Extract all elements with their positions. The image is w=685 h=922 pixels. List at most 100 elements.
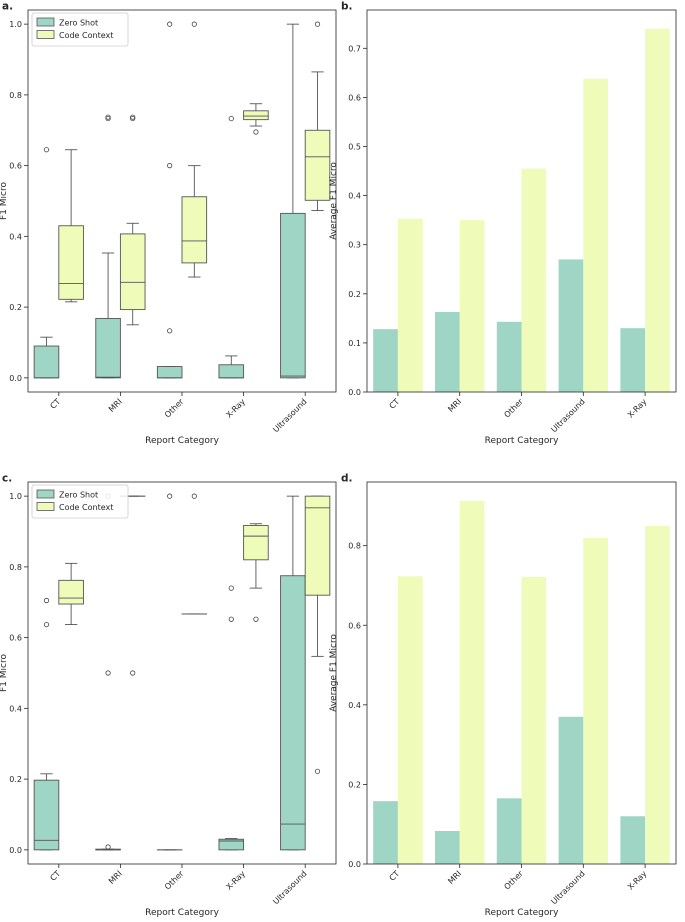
zero-shot-box: [95, 114, 121, 379]
y-tick-label: 0.1: [348, 339, 361, 348]
zero-shot-iqr: [33, 779, 60, 851]
y-axis-label: Average F1 Micro: [329, 162, 339, 240]
x-tick-label: X-Ray: [626, 869, 649, 892]
outlier-point: [253, 616, 259, 622]
code-context-bar: [459, 500, 485, 864]
zero-shot-bar: [496, 321, 522, 392]
y-tick-label: 0.2: [348, 290, 361, 299]
outlier-point: [228, 616, 234, 622]
outlier-point: [167, 163, 173, 169]
y-tick-label: 1.0: [9, 492, 22, 501]
code-context-box: [243, 103, 269, 135]
outlier-point: [130, 114, 136, 120]
code-context-iqr: [243, 525, 269, 561]
axes-frame: [366, 481, 677, 865]
panel-a: a. 0.0 0.2 0.4 0.6 0.8 1.0 CT MRI Other X-Ray Ultra…: [0, 1, 337, 446]
code-context-iqr: [119, 233, 146, 311]
y-tick-label: 0.4: [9, 232, 22, 241]
code-context-box: [304, 495, 331, 774]
code-context-swatch: [36, 30, 55, 39]
y-tick-label: 0.5: [348, 142, 361, 151]
x-tick-label: Other: [163, 397, 186, 420]
legend: Zero Shot Code Context: [31, 484, 129, 519]
y-tick-label: 0.6: [9, 162, 22, 171]
panel-label: b.: [341, 1, 353, 13]
code-context-box: [58, 149, 84, 303]
y-axis-label: F1 Micro: [0, 654, 9, 692]
x-tick-label: MRI: [446, 397, 463, 414]
zero-shot-box: [156, 21, 183, 379]
outlier-point: [105, 844, 111, 850]
outlier-point: [43, 597, 50, 604]
code-context-iqr: [58, 225, 84, 300]
zero-shot-bar: [434, 830, 460, 864]
code-context-bar: [583, 537, 609, 864]
x-tick-label: CT: [48, 397, 62, 411]
zero-shot-bar: [558, 716, 584, 864]
x-tick-label: Ultrasound: [271, 869, 308, 906]
code-context-iqr: [181, 196, 208, 264]
zero-shot-bar: [620, 816, 646, 864]
code-context-box: [181, 493, 208, 615]
zero-shot-box: [33, 597, 60, 851]
y-tick-label: 0.6: [348, 93, 361, 102]
zero-shot-box: [218, 585, 245, 851]
y-tick-label: 0.8: [9, 563, 22, 572]
zero-shot-bar: [496, 798, 522, 864]
x-tick-label: Ultrasound: [549, 397, 586, 434]
x-tick-label: Other: [163, 869, 186, 892]
code-context-swatch: [36, 502, 55, 511]
x-tick-label: CT: [388, 397, 402, 411]
code-context-iqr: [243, 110, 269, 121]
zero-shot-bar: [373, 329, 398, 392]
code-context-iqr: [304, 129, 331, 201]
axes-frame: [366, 9, 677, 393]
panel-label: a.: [2, 1, 13, 13]
y-tick-label: 1.0: [9, 20, 22, 29]
outlier-point: [314, 21, 321, 27]
code-context-bar: [459, 220, 485, 392]
panel-c: c. 0.0 0.2 0.4 0.6 0.8 1.0 CT MRI Other X-Ray Ultra…: [0, 473, 337, 918]
y-tick-label: 0.2: [348, 780, 361, 789]
x-tick-label: X-Ray: [626, 397, 649, 420]
outlier-point: [43, 621, 50, 628]
zero-shot-box: [280, 23, 306, 379]
y-tick-label: 0.4: [9, 704, 22, 713]
code-context-iqr: [304, 495, 331, 596]
y-tick-label: 0.0: [348, 860, 361, 869]
legend-frame: [31, 12, 129, 47]
outlier-point: [191, 493, 197, 499]
code-context-box: [304, 21, 331, 212]
x-tick-label: CT: [388, 869, 402, 883]
panel-b: b. 0.0 0.1 0.2 0.3 0.4 0.5 0.6 0.7 CT MRI Other Ultr…: [329, 1, 677, 446]
y-axis-label: F1 Micro: [0, 182, 9, 220]
legend-label: Code Context: [59, 31, 113, 40]
zero-shot-iqr: [218, 838, 245, 851]
outlier-point: [167, 21, 173, 27]
code-context-bar: [397, 218, 423, 392]
code-context-iqr: [58, 579, 84, 605]
panel-d: d. 0.0 0.2 0.4 0.6 0.8 CT MRI Other Ultrasound X-R…: [329, 473, 677, 918]
zero-shot-iqr: [95, 317, 121, 379]
x-tick-label: Ultrasound: [549, 869, 586, 906]
x-axis-label: Report Category: [145, 436, 219, 446]
x-axis-label: Report Category: [485, 908, 559, 918]
y-tick-label: 0.8: [9, 91, 22, 100]
y-tick-label: 0.2: [9, 775, 22, 784]
x-tick-label: X-Ray: [224, 397, 247, 420]
y-tick-label: 0.2: [9, 303, 22, 312]
outlier-point: [43, 147, 50, 153]
y-tick-label: 0.4: [348, 192, 361, 201]
code-context-bar: [583, 78, 609, 392]
code-context-bar: [645, 525, 670, 864]
outlier-point: [314, 768, 321, 774]
zero-shot-iqr: [156, 366, 183, 379]
zero-shot-iqr: [218, 364, 245, 379]
zero-shot-box: [95, 493, 121, 851]
legend-label: Code Context: [59, 503, 113, 512]
y-tick-label: 0.6: [9, 634, 22, 643]
outlier-point: [228, 115, 234, 122]
y-tick-label: 0.0: [348, 388, 361, 397]
outlier-point: [105, 114, 111, 120]
